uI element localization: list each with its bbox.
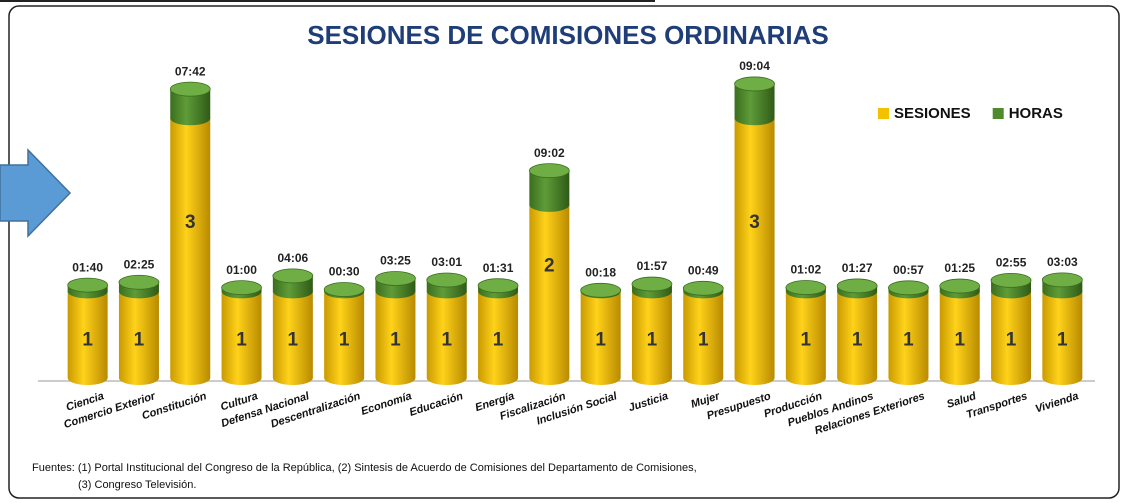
sessions-bar	[991, 291, 1032, 378]
sessions-label: 1	[82, 330, 93, 351]
sessions-label: 1	[441, 330, 452, 351]
legend-swatch	[992, 108, 1004, 119]
footnote: Fuentes: (1) Portal Institucional del Co…	[32, 462, 697, 474]
frame	[8, 5, 1120, 499]
hours-label: 07:42	[175, 64, 206, 78]
sessions-bar	[888, 291, 929, 378]
cylinder-top	[272, 268, 314, 284]
cylinder-top	[169, 81, 211, 97]
hours-label: 01:02	[790, 263, 821, 277]
sessions-bar	[631, 291, 672, 378]
sessions-bar	[734, 118, 775, 379]
sessions-bar	[529, 204, 570, 378]
hours-label: 01:25	[944, 261, 975, 275]
cylinder-top	[1041, 272, 1083, 288]
hours-label: 00:49	[688, 264, 719, 278]
hours-label: 03:25	[380, 254, 411, 268]
cylinder-top	[888, 280, 929, 296]
sessions-label: 1	[1057, 330, 1068, 351]
sessions-bar	[426, 291, 467, 378]
cylinder-top	[221, 280, 262, 296]
sessions-bar	[221, 291, 262, 378]
hours-label: 02:25	[124, 257, 155, 271]
sessions-label: 2	[544, 255, 555, 276]
sessions-label: 1	[852, 330, 863, 351]
hours-label: 03:01	[431, 255, 462, 269]
x-tick-label: Vivienda	[1034, 390, 1080, 415]
hours-label: 00:18	[585, 265, 616, 279]
sessions-label: 1	[134, 330, 145, 351]
cylinder-top	[323, 282, 365, 297]
hours-label: 01:00	[226, 263, 257, 277]
x-tick-label: Educación	[408, 390, 465, 419]
sessions-label: 1	[288, 330, 299, 351]
sessions-bar	[1042, 291, 1083, 378]
hours-label: 01:57	[637, 259, 668, 273]
hours-label: 03:03	[1047, 255, 1078, 269]
sessions-label: 1	[390, 330, 401, 351]
cylinder-top	[785, 280, 827, 295]
cylinder-top	[682, 280, 724, 296]
legend-swatch	[878, 108, 889, 119]
legend-label: SESIONES	[894, 105, 971, 122]
sessions-label: 1	[954, 330, 965, 351]
cylinder-top	[67, 277, 109, 293]
sessions-label: 1	[647, 330, 658, 351]
cylinder-top	[990, 272, 1032, 288]
hours-label: 09:02	[534, 146, 565, 160]
arrow	[0, 148, 72, 238]
cylinder-top	[836, 278, 878, 294]
hours-label: 00:57	[893, 263, 924, 277]
sessions-bar	[324, 291, 365, 378]
sessions-label: 1	[595, 330, 606, 351]
sessions-bar	[580, 291, 621, 378]
sessions-bar	[375, 291, 416, 378]
cylinder-top	[734, 76, 775, 92]
cylinder-top	[631, 276, 673, 292]
sessions-label: 1	[493, 330, 504, 351]
footnote: (3) Congreso Televisión.	[78, 479, 196, 491]
hours-label: 00:30	[329, 265, 360, 279]
cylinder-top	[375, 271, 416, 286]
cylinder-top	[528, 163, 570, 179]
hours-label: 04:06	[277, 251, 308, 265]
sessions-label: 1	[236, 330, 247, 351]
legend-label: HORAS	[1009, 105, 1063, 122]
x-tick-label: Economía	[360, 390, 414, 418]
sessions-bar	[939, 291, 980, 378]
sessions-label: 1	[339, 330, 350, 351]
sessions-bar	[272, 291, 313, 378]
sessions-label: 3	[749, 212, 760, 233]
hours-label: 01:40	[72, 260, 103, 274]
sessions-label: 1	[698, 330, 709, 351]
cylinder-top	[939, 278, 981, 294]
cylinder-top	[477, 278, 519, 294]
cylinder-top	[118, 274, 160, 290]
sessions-bar	[837, 291, 878, 378]
sessions-bar	[170, 118, 211, 379]
cylinder-top	[580, 282, 622, 298]
x-tick-label: Justicia	[627, 390, 670, 414]
chart-title: SESIONES DE COMISIONES ORDINARIAS	[307, 20, 829, 50]
sessions-bar	[478, 291, 519, 378]
hours-label: 02:55	[996, 256, 1027, 270]
hours-label: 01:31	[483, 261, 514, 275]
sessions-label: 3	[185, 212, 196, 233]
sessions-label: 1	[903, 330, 914, 351]
sessions-bar	[683, 291, 724, 378]
sessions-bar	[67, 291, 108, 378]
hours-label: 01:27	[842, 261, 873, 275]
sessions-label: 1	[801, 330, 812, 351]
sessions-bar	[785, 291, 826, 378]
sessions-label: 1	[1006, 330, 1017, 351]
hours-label: 09:04	[739, 59, 770, 73]
cylinder-top	[426, 272, 468, 288]
sessions-bar	[118, 291, 159, 378]
